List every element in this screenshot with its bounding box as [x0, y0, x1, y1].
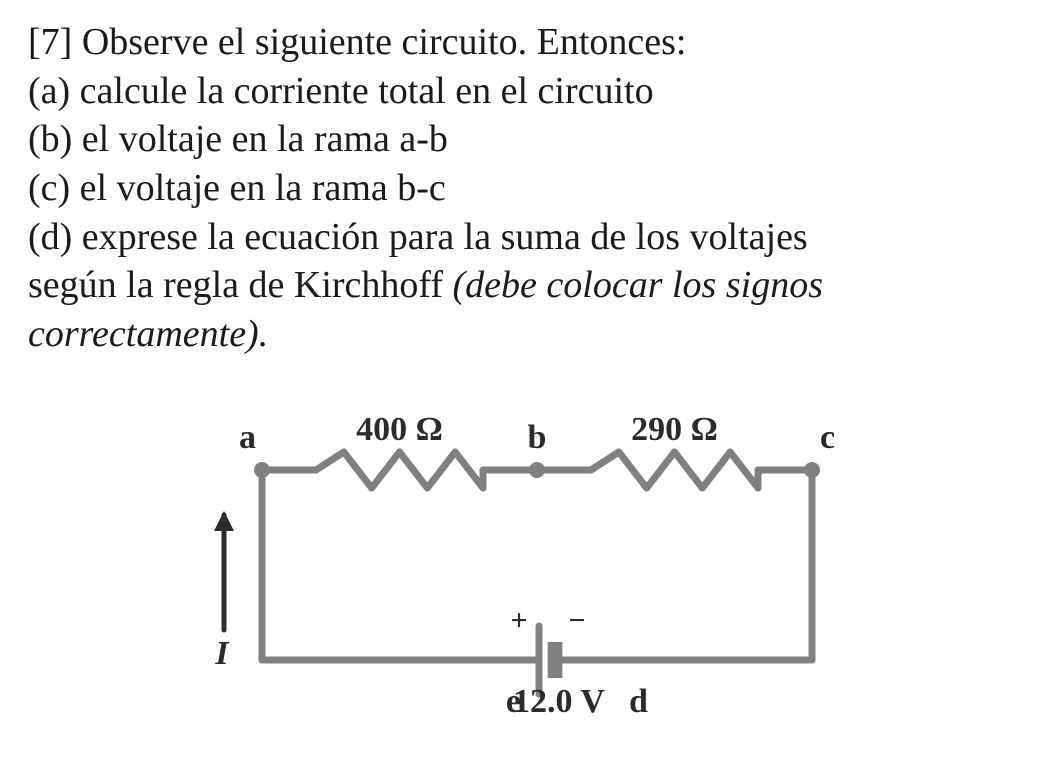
battery-plus-label: + — [510, 604, 527, 637]
part-c: (c) el voltaje en la rama b-c — [28, 164, 1026, 213]
node-b-label: b — [528, 419, 547, 456]
node-c-label: c — [820, 419, 835, 456]
node-a-label: a — [239, 419, 256, 456]
problem-text: [7] Observe el siguiente circuito. Enton… — [0, 0, 1054, 358]
part-d-line2-italic: (debe colocar los signos — [453, 264, 823, 306]
resistor-R2-label: 290 Ω — [631, 411, 718, 448]
part-a: (a) calcule la corriente total en el cir… — [28, 67, 1026, 116]
circuit-diagram: abced400 Ω290 Ω+−12.0 VI — [147, 380, 907, 740]
part-d-line1: (d) exprese la ecuación para la suma de … — [28, 213, 1026, 262]
resistor-R1-label: 400 Ω — [356, 411, 443, 448]
part-d-line2-prefix: según la regla de Kirchhoff — [28, 264, 453, 306]
problem-header: [7] Observe el siguiente circuito. Enton… — [28, 18, 1026, 67]
part-b: (b) el voltaje en la rama a-b — [28, 115, 1026, 164]
part-d-line3: correctamente). — [28, 310, 1026, 359]
battery-value-label: 12.0 V — [513, 683, 605, 720]
part-d-line2: según la regla de Kirchhoff (debe coloca… — [28, 261, 1026, 310]
problem-number: [7] — [28, 21, 72, 63]
battery-minus-label: − — [568, 604, 585, 637]
node-d-label: d — [629, 683, 648, 720]
circuit-diagram-container: abced400 Ω290 Ω+−12.0 VI — [0, 380, 1054, 740]
current-arrow-head — [214, 511, 234, 531]
problem-prompt: Observe el siguiente circuito. Entonces: — [82, 21, 687, 63]
current-label: I — [214, 635, 230, 672]
